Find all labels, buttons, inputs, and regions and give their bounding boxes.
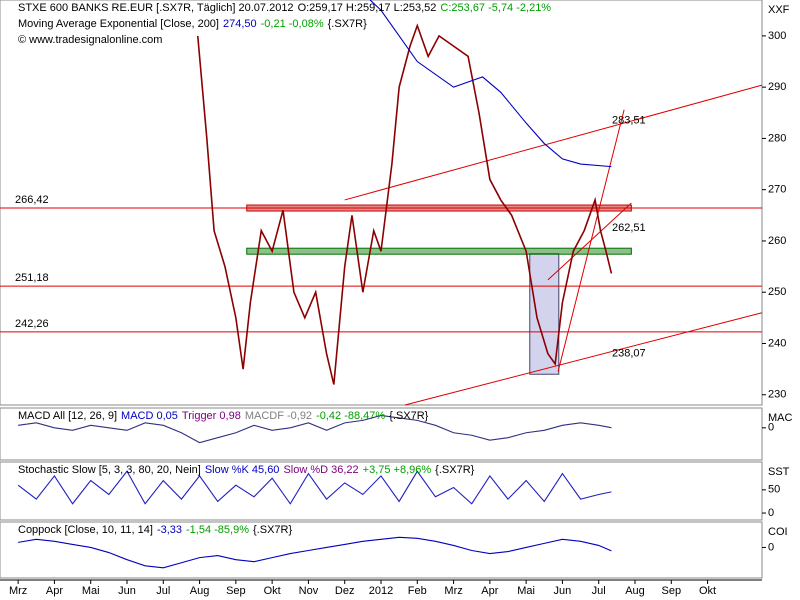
horizontal-line-label: 266,42 [15, 194, 49, 206]
y-tick-label: 270 [768, 184, 786, 196]
x-tick-label: 2012 [369, 585, 393, 597]
header-text: -3,33 [157, 524, 182, 536]
axis-label: XXF [768, 4, 790, 16]
y-tick-label: 0 [768, 541, 774, 553]
horizontal-line-label: 242,26 [15, 318, 49, 330]
y-tick-label: 300 [768, 30, 786, 42]
header-text: Moving Average Exponential [Close, 200] [18, 18, 219, 30]
header-text: {.SX7R} [389, 410, 428, 422]
panel-header: © www.tradesignalonline.com [18, 34, 162, 46]
x-tick-label: Jun [554, 585, 572, 597]
x-tick-label: Mai [517, 585, 535, 597]
y-tick-label: 250 [768, 286, 786, 298]
horizontal-line-label: 251,18 [15, 272, 49, 284]
x-tick-label: Okt [699, 585, 716, 597]
trend-line-label: 283,51 [612, 114, 646, 126]
trend-line [344, 84, 763, 201]
x-tick-label: Nov [299, 585, 319, 597]
y-tick-label: 230 [768, 389, 786, 401]
y-tick-label: 290 [768, 81, 786, 93]
y-tick-label: 280 [768, 132, 786, 144]
header-text: Stochastic Slow [5, 3, 3, 80, 20, Nein] [18, 464, 201, 476]
x-tick-label: Jul [156, 585, 170, 597]
header-text: -1,54 -85,9% [186, 524, 249, 536]
series-line [369, 0, 612, 168]
panel-frame [0, 407, 763, 461]
x-tick-label: Dez [335, 585, 355, 597]
header-text: Coppock [Close, 10, 11, 14] [18, 524, 153, 536]
header-text: Slow %D 36,22 [283, 464, 358, 476]
header-text: -0,42 -88,47% [316, 410, 385, 422]
series-line [18, 414, 612, 444]
header-text: O:259,17 H:259,17 L:253,52 [298, 2, 437, 14]
x-tick-label: Sep [661, 585, 681, 597]
x-tick-label: Jun [118, 585, 136, 597]
y-tick-label: 0 [768, 422, 774, 434]
y-tick-label: 50 [768, 484, 780, 496]
panel-header: MACD All [12, 26, 9] MACD 0,05 Trigger 0,9… [18, 410, 429, 422]
header-text: -0,21 -0,08% [261, 18, 324, 30]
x-tick-label: Jul [592, 585, 606, 597]
trend-line-label: 238,07 [612, 347, 646, 359]
header-text: MACD 0,05 [121, 410, 178, 422]
panel-header: Stochastic Slow [5, 3, 3, 80, 20, Nein] S… [18, 464, 475, 476]
header-text: STXE 600 BANKS RE.EUR [.SX7R, Täglich] 2… [18, 2, 294, 14]
y-tick-label: 260 [768, 235, 786, 247]
header-text: MACD All [12, 26, 9] [18, 410, 117, 422]
header-text: MACDF -0,92 [245, 410, 312, 422]
header-text: {.SX7R} [328, 18, 367, 30]
level-band [246, 247, 632, 255]
header-text: +3,75 +8,96% [363, 464, 432, 476]
header-text: Trigger 0,98 [182, 410, 241, 422]
header-text: 274,50 [223, 18, 257, 30]
x-tick-label: Apr [481, 585, 498, 597]
header-text: {.SX7R} [435, 464, 474, 476]
x-tick-label: Aug [190, 585, 210, 597]
axis-label: MAC [768, 412, 793, 424]
panel-frame [0, 0, 763, 406]
x-tick-label: Sep [226, 585, 246, 597]
panel-frame [0, 521, 763, 579]
header-text: Slow %K 45,60 [205, 464, 280, 476]
x-tick-label: Aug [625, 585, 645, 597]
x-tick-label: Mrz [444, 585, 462, 597]
header-text: {.SX7R} [253, 524, 292, 536]
x-tick-label: Mai [82, 585, 100, 597]
y-tick-label: 0 [768, 507, 774, 519]
x-tick-label: Feb [408, 585, 427, 597]
panel-header: STXE 600 BANKS RE.EUR [.SX7R, Täglich] 2… [18, 2, 551, 14]
trend-line-label: 262,51 [612, 222, 646, 234]
x-tick-label: Apr [46, 585, 63, 597]
panel-header: Coppock [Close, 10, 11, 14] -3,33 -1,54 -8… [18, 524, 292, 536]
panel-header: Moving Average Exponential [Close, 200] 2… [18, 18, 367, 30]
series-line [18, 536, 612, 569]
header-text: © www.tradesignalonline.com [18, 34, 162, 46]
axis-label: SST [768, 466, 790, 478]
trend-line [547, 202, 632, 281]
series-line [196, 23, 613, 385]
x-tick-label: Okt [264, 585, 281, 597]
axis-label: COI [768, 526, 788, 538]
header-text: C:253,67 -5,74 -2,21% [440, 2, 551, 14]
trend-line [404, 312, 763, 406]
x-tick-label: Mrz [9, 585, 27, 597]
series-line [17, 470, 612, 505]
y-tick-label: 240 [768, 337, 786, 349]
trend-line [557, 109, 625, 372]
panel-frame [0, 461, 763, 521]
highlight-zone [529, 253, 560, 375]
level-band [246, 204, 632, 212]
